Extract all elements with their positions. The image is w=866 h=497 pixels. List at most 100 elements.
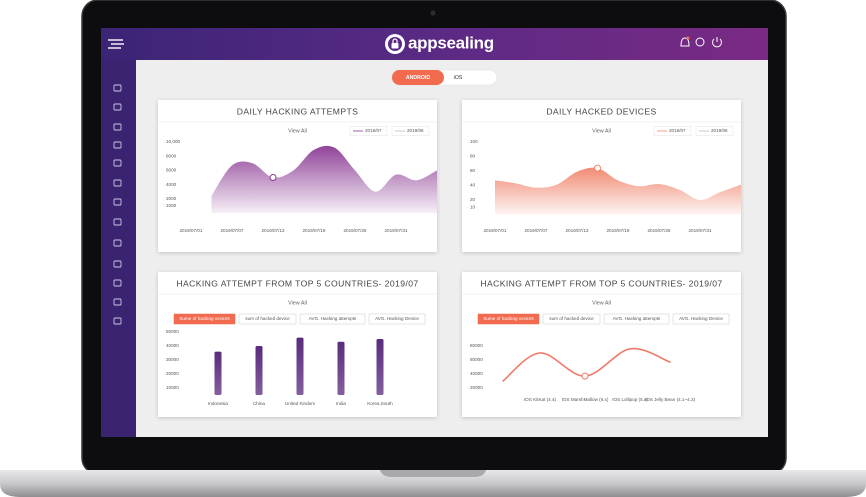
sidebar-icon[interactable] (113, 141, 122, 149)
legend-label: 2019/06 (407, 128, 424, 133)
x-tick-label: 2019/07/25 (648, 228, 671, 233)
card-title: DAILY HACKING ATTEMPTS (237, 106, 359, 116)
x-tick-label: 2019/07/07 (525, 228, 548, 233)
highlight-point (581, 372, 589, 380)
bar (376, 339, 384, 395)
filter-button[interactable] (368, 313, 426, 325)
sidebar-icon[interactable] (113, 198, 122, 206)
bar (296, 337, 304, 395)
toggle-android[interactable]: ANDROID (406, 75, 430, 81)
sidebar (101, 60, 136, 437)
x-tick-label: 2019/07/31 (385, 228, 408, 233)
notification-icon[interactable] (680, 37, 690, 47)
top-bar (101, 28, 768, 60)
x-tick-label: 2019/07/07 (221, 228, 244, 233)
filter-button[interactable] (477, 313, 540, 325)
sidebar-icon[interactable] (113, 218, 122, 226)
y-tick-label: 4000 (166, 182, 177, 187)
sidebar-icon[interactable] (113, 159, 122, 167)
legend-box[interactable] (695, 126, 734, 136)
logo-text: appsealing (408, 33, 494, 52)
legend-box[interactable] (349, 126, 388, 136)
filter-button[interactable] (603, 313, 670, 325)
area (211, 145, 437, 213)
profile-icon[interactable] (695, 37, 705, 47)
x-tick-label: China (253, 401, 265, 406)
y-tick-label: 60 (470, 168, 476, 173)
x-tick-label: 2019/07/19 (303, 228, 326, 233)
view-all-link[interactable]: View All (592, 128, 611, 134)
card-background (462, 272, 741, 417)
platform-toggle: ANDROID iOS (391, 69, 498, 86)
sidebar-icons (113, 84, 122, 325)
filter-button[interactable] (299, 313, 366, 325)
sidebar-icon[interactable] (113, 298, 122, 306)
legend-box[interactable] (653, 126, 692, 136)
highlight-point (594, 164, 601, 172)
filter-button[interactable] (672, 313, 730, 325)
card-title: HACKING ATTEMPT FROM TOP 5 COUNTRIES- 20… (176, 278, 418, 288)
chart-card: DAILY HACKED DEVICES View All 2019/07 2019/… (462, 100, 741, 252)
sidebar-icon[interactable] (113, 317, 122, 325)
y-tick-label: 40 (470, 183, 476, 188)
legend-label: 2019/07 (669, 128, 686, 133)
toggle-active[interactable] (392, 70, 444, 85)
y-tick-label: 10,000 (166, 139, 180, 144)
sidebar-icon[interactable] (113, 179, 122, 187)
legend-label: 2019/06 (711, 128, 728, 133)
x-tick-label: 2019/07/25 (344, 228, 367, 233)
sidebar-icon[interactable] (113, 123, 122, 131)
chart-card: HACKING ATTEMPT FROM TOP 5 COUNTRIES- 20… (462, 272, 741, 417)
sidebar-icon[interactable] (113, 260, 122, 268)
filter-button-label[interactable]: AVG. Hacking Device (375, 316, 419, 321)
chart-card: HACKING ATTEMPT FROM TOP 5 COUNTRIES- 20… (158, 272, 437, 417)
legend-box[interactable] (391, 126, 430, 136)
filter-button[interactable] (542, 313, 601, 325)
chart-card: DAILY HACKING ATTEMPTS View All 2019/07 201… (158, 100, 437, 252)
menu-button[interactable] (108, 39, 124, 49)
sidebar-icon[interactable] (113, 84, 122, 92)
filter-button-label[interactable]: AVG. Hacking attempts (613, 316, 661, 321)
x-tick-label: 2019/07/31 (689, 228, 712, 233)
y-tick-label: 100 (470, 139, 478, 144)
y-tick-label: 60000 (470, 357, 483, 362)
filter-button-label[interactable]: sum of hacked device (245, 316, 290, 321)
sidebar-icon[interactable] (113, 279, 122, 287)
filter-button-label[interactable]: AVG. Hacking attempts (309, 316, 357, 321)
filter-button-label[interactable]: AVG. Hacking Device (679, 316, 723, 321)
card-title: HACKING ATTEMPT FROM TOP 5 COUNTRIES- 20… (480, 278, 722, 288)
toggle-ios[interactable]: iOS (454, 75, 463, 81)
x-tick-label: United Kindom (285, 401, 315, 406)
filter-button[interactable] (173, 313, 236, 325)
card-title: DAILY HACKED DEVICES (546, 106, 656, 116)
y-tick-label: 10000 (166, 385, 179, 390)
power-icon[interactable] (712, 37, 722, 48)
x-tick-label: IOS KitKat (4.4) (524, 397, 557, 402)
base-notch (380, 470, 486, 477)
highlight-point (269, 174, 277, 181)
x-tick-label: IOS MarshMallow (6.x) (562, 397, 609, 402)
y-tick-label: 20 (470, 197, 476, 202)
y-tick-label: 40000 (166, 343, 179, 348)
y-tick-label: 1000 (166, 203, 177, 208)
view-all-link[interactable]: View All (592, 300, 611, 306)
filter-button-label[interactable]: Sume of hacking vectors (483, 316, 534, 321)
y-tick-label: 2000 (166, 196, 177, 201)
view-all-link[interactable]: View All (288, 300, 307, 306)
bar (255, 346, 263, 395)
camera (430, 10, 436, 16)
filter-button-label[interactable]: Sume of hacking vectors (179, 316, 230, 321)
filter-button[interactable] (238, 313, 297, 325)
x-tick-label: 2019/07/13 (262, 228, 285, 233)
filter-button-label[interactable]: sum of hacked device (549, 316, 594, 321)
x-tick-label: 2019/07/01 (180, 228, 203, 233)
view-all-link[interactable]: View All (288, 128, 307, 134)
sidebar-icon[interactable] (113, 103, 122, 111)
y-tick-label: 6000 (166, 168, 177, 173)
y-tick-label: 50000 (166, 329, 179, 334)
x-tick-label: India (336, 401, 346, 406)
sidebar-icon[interactable] (113, 239, 122, 247)
